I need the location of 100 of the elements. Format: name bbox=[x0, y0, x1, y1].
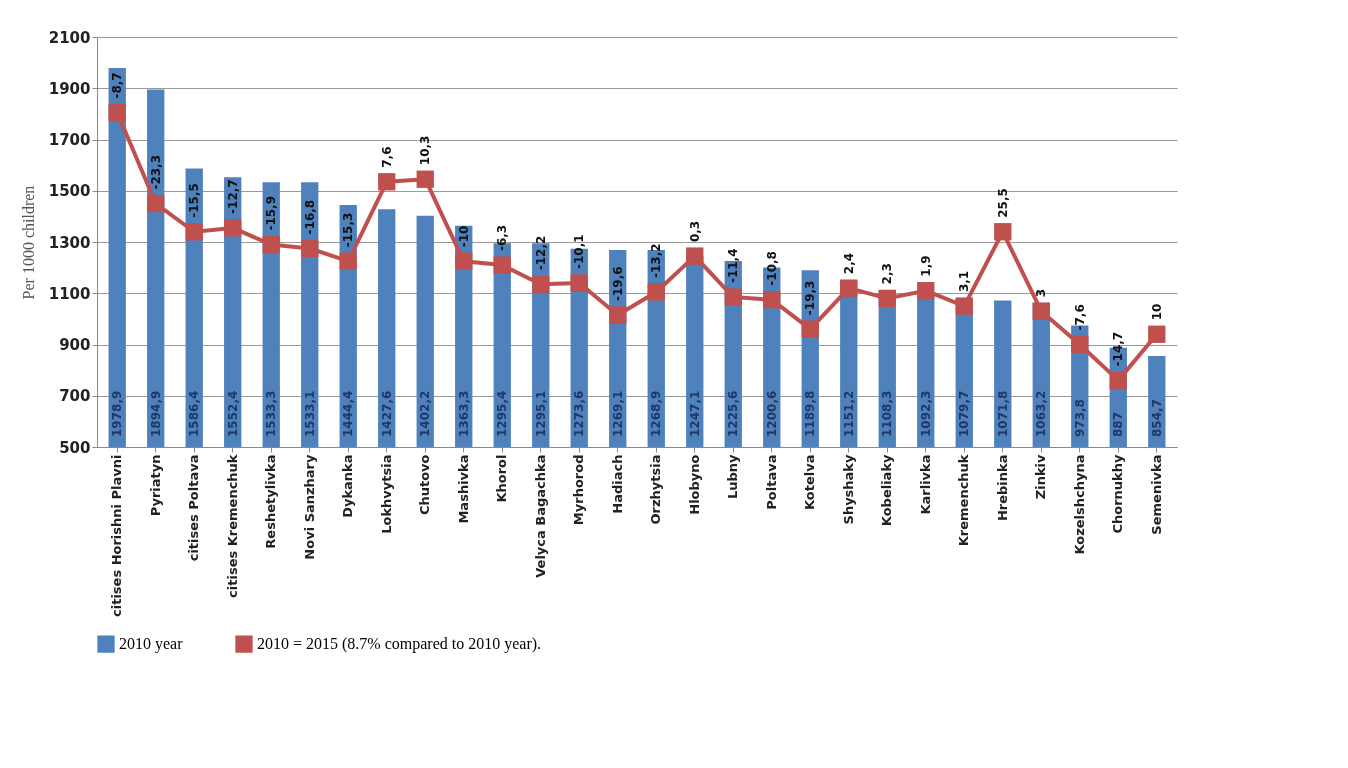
data-label: 1151,2 bbox=[841, 390, 856, 437]
annotation: -15,3 bbox=[341, 212, 356, 248]
x-tick-label: Dykanka bbox=[340, 454, 356, 518]
annotation: -15,5 bbox=[187, 183, 202, 218]
data-label: 1533,1 bbox=[302, 390, 317, 437]
x-tick-label: Lokhvytsia bbox=[378, 454, 394, 534]
data-label: 1363,3 bbox=[456, 390, 471, 437]
x-tick-label: Semenivka bbox=[1148, 454, 1164, 535]
x-tick-label: Mashivka bbox=[455, 454, 471, 524]
point bbox=[455, 252, 473, 270]
x-tick-label: Hlobyno bbox=[686, 454, 702, 515]
point bbox=[917, 282, 935, 300]
annotation: -14,7 bbox=[1111, 331, 1126, 367]
annotation: 3 bbox=[1034, 288, 1049, 298]
annotation: 2,4 bbox=[841, 252, 856, 275]
point bbox=[147, 194, 165, 213]
annotation: -19,6 bbox=[610, 266, 625, 302]
annotation: 25,5 bbox=[995, 188, 1010, 218]
x-tick-label: Zinkiv bbox=[1033, 453, 1049, 500]
point bbox=[493, 256, 511, 274]
data-label: 1427,6 bbox=[379, 390, 394, 437]
x-tick-label: Poltava bbox=[763, 454, 779, 510]
point bbox=[532, 275, 550, 293]
point bbox=[955, 297, 973, 315]
y-tick-label: 900 bbox=[59, 336, 91, 354]
point bbox=[378, 173, 396, 191]
x-tick-label: Kremenchuk bbox=[956, 454, 972, 547]
annotation: 7,6 bbox=[379, 146, 394, 168]
point bbox=[1148, 325, 1166, 343]
data-label: 854,7 bbox=[1149, 399, 1164, 437]
point bbox=[801, 320, 819, 338]
x-tick-label: Novi Sanzhary bbox=[301, 453, 317, 560]
annotation: -11,4 bbox=[726, 248, 741, 284]
annotation: -12,7 bbox=[225, 179, 240, 214]
point bbox=[301, 239, 319, 258]
point bbox=[570, 274, 588, 292]
annotation: -13,2 bbox=[649, 243, 664, 278]
annotation: -15,9 bbox=[264, 195, 279, 231]
annotation: -16,8 bbox=[302, 199, 317, 235]
x-tick-label: Lubny bbox=[725, 453, 741, 500]
point bbox=[339, 252, 357, 270]
annotation: -10 bbox=[456, 225, 471, 248]
x-tick-label: citises Kremenchuk bbox=[224, 454, 240, 598]
annotation: 10 bbox=[1149, 303, 1164, 321]
point bbox=[416, 170, 434, 188]
point bbox=[878, 289, 896, 308]
annotation: 0,3 bbox=[687, 220, 702, 243]
point bbox=[1109, 371, 1127, 390]
annotation: 10,3 bbox=[418, 135, 433, 166]
annotation: -7,6 bbox=[1072, 304, 1087, 331]
y-tick-label: 1700 bbox=[48, 131, 91, 149]
data-label: 973,8 bbox=[1072, 399, 1087, 437]
x-tick-label: Orzhytsia bbox=[648, 454, 664, 525]
point bbox=[185, 223, 203, 241]
data-label: 1092,3 bbox=[918, 390, 933, 437]
x-tick-label: Khorol bbox=[494, 454, 510, 503]
point bbox=[1032, 302, 1050, 320]
point bbox=[994, 223, 1012, 241]
data-label: 1269,1 bbox=[610, 390, 625, 437]
point bbox=[108, 103, 126, 122]
annotation: 2,3 bbox=[880, 263, 895, 285]
data-label: 1444,4 bbox=[341, 390, 356, 437]
data-label: 1108,3 bbox=[880, 390, 895, 437]
data-label: 1071,8 bbox=[995, 390, 1010, 437]
data-label: 1268,9 bbox=[649, 390, 664, 437]
data-label: 1079,7 bbox=[957, 390, 972, 437]
data-label: 887 bbox=[1111, 411, 1126, 437]
annotation: -19,3 bbox=[803, 280, 818, 316]
legend-label: 2010 year bbox=[119, 635, 184, 654]
y-tick-label: 1100 bbox=[48, 284, 91, 303]
annotation: -12,2 bbox=[533, 235, 548, 271]
data-label: 1533,3 bbox=[264, 390, 279, 437]
data-label: 1894,9 bbox=[148, 390, 163, 437]
point bbox=[763, 291, 781, 309]
point bbox=[686, 247, 704, 265]
data-label: 1295,1 bbox=[533, 390, 548, 437]
annotation: 3,1 bbox=[957, 270, 972, 293]
x-tick-label: Pyriatyn bbox=[147, 454, 163, 517]
x-tick-label: Myrhorod bbox=[571, 454, 587, 526]
data-label: 1189,8 bbox=[803, 390, 818, 437]
x-tick-label: Velyca Bagachka bbox=[532, 454, 548, 578]
legend-label: 2010 = 2015 (8.7% compared to 2010 year). bbox=[257, 635, 542, 654]
data-label: 1586,4 bbox=[187, 390, 202, 437]
data-label: 1247,1 bbox=[687, 390, 702, 437]
x-tick-label: Hadiach bbox=[609, 454, 625, 514]
x-tick-label: citises Poltava bbox=[186, 454, 202, 562]
annotation: -6,3 bbox=[495, 224, 510, 252]
point bbox=[609, 306, 627, 324]
data-label: 1225,6 bbox=[726, 390, 741, 437]
y-tick-label: 1500 bbox=[48, 182, 91, 201]
annotation: -10,1 bbox=[572, 234, 587, 269]
annotation: -8,7 bbox=[110, 72, 125, 99]
annotation: 1,9 bbox=[918, 255, 933, 277]
y-tick-label: 1900 bbox=[48, 79, 91, 98]
x-tick-label: Karlivka bbox=[917, 454, 933, 515]
x-tick-label: Chutovo bbox=[417, 454, 433, 516]
annotation: -23,3 bbox=[148, 154, 163, 190]
annotation: -10,8 bbox=[764, 251, 779, 286]
point bbox=[647, 283, 665, 301]
point bbox=[1071, 335, 1089, 354]
